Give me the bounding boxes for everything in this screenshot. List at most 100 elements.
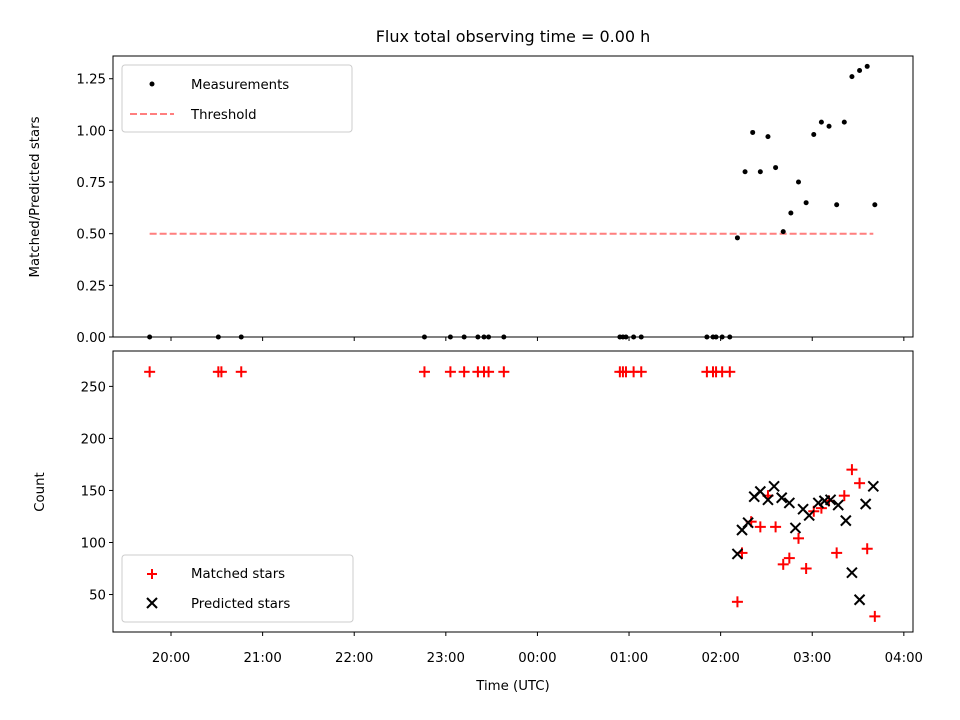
- bottom-y-tick-label: 150: [81, 484, 106, 499]
- measurement-point: [773, 165, 779, 171]
- matched-star-point: [869, 610, 881, 622]
- x-tick-label: 21:00: [243, 651, 281, 666]
- x-tick-label: 01:00: [610, 651, 648, 666]
- matched-star-point: [770, 521, 782, 533]
- legend-predicted-label: Predicted stars: [191, 597, 290, 612]
- top-y-tick-label: 0.50: [76, 228, 106, 243]
- top-axes-frame: [112, 55, 914, 338]
- legend-matched-label: Matched stars: [191, 567, 285, 582]
- measurement-point: [788, 210, 794, 216]
- top-axes: 0.00 0.25 0.50 0.75 1.00 1.25 Matched/Predict…: [28, 55, 914, 346]
- measurement-point: [857, 67, 863, 73]
- matched-star-point: [754, 521, 766, 533]
- bottom-axes: 50 100 150 200 250 20:00 21:00 22:00 23:00 00:00…: [33, 350, 923, 694]
- x-tick-label: 20:00: [152, 651, 190, 666]
- matched-star-point: [861, 543, 873, 555]
- measurement-point: [803, 200, 809, 206]
- x-tick-label: 22:00: [335, 651, 373, 666]
- measurement-point: [742, 169, 748, 175]
- top-y-tick-label: 0.25: [76, 279, 106, 294]
- predicted-star-point: [846, 566, 858, 579]
- matched-star-point: [792, 532, 804, 544]
- measurement-point: [872, 202, 878, 208]
- bottom-legend-box: [121, 554, 354, 623]
- matched-star-point: [458, 366, 470, 378]
- legend-threshold-label: Threshold: [190, 108, 257, 123]
- predicted-star-point: [762, 494, 774, 506]
- measurement-point: [818, 119, 824, 125]
- predicted-star-point: [783, 497, 796, 509]
- bottom-y-tick-label: 200: [81, 432, 106, 447]
- measurement-point: [780, 229, 786, 235]
- x-tick-label: 23:00: [427, 651, 465, 666]
- x-axis-label: Time (UTC): [475, 679, 550, 694]
- top-y-ticks: 0.00 0.25 0.50 0.75 1.00 1.25: [76, 73, 113, 346]
- matched-star-point: [800, 563, 812, 575]
- matched-star-point: [635, 366, 647, 378]
- bottom-legend: Matched stars Predicted stars: [121, 554, 354, 623]
- bottom-axes-frame: [112, 350, 914, 633]
- matched-star-point: [444, 366, 456, 378]
- predicted-star-point: [768, 480, 780, 493]
- top-x-ticks: [170, 337, 905, 341]
- predicted-star-point: [803, 509, 815, 522]
- predicted-star-point: [853, 594, 866, 606]
- matched-star-point: [838, 490, 850, 502]
- predicted-star-point: [789, 522, 802, 534]
- chart-title: Flux total observing time = 0.00 h: [376, 27, 651, 46]
- predicted-star-point: [812, 497, 825, 509]
- top-y-tick-label: 1.00: [76, 124, 106, 139]
- matched-star-point: [498, 366, 510, 378]
- bottom-y-axis-label: Count: [33, 472, 48, 512]
- measurement-point: [765, 134, 771, 140]
- matched-star-point: [783, 552, 795, 564]
- legend-matched-marker: [147, 569, 157, 579]
- predicted-stars-points: [731, 480, 880, 606]
- predicted-star-point: [775, 492, 788, 504]
- bottom-y-tick-label: 50: [89, 589, 106, 604]
- measurement-point: [734, 235, 740, 241]
- bottom-y-tick-label: 250: [81, 380, 106, 395]
- bottom-y-ticks: 50 100 150 200 250: [81, 380, 113, 604]
- top-y-tick-label: 0.00: [76, 331, 106, 346]
- matched-star-point: [731, 596, 743, 608]
- predicted-star-point: [832, 499, 844, 511]
- matched-stars-points: [144, 366, 881, 622]
- measurement-point: [834, 202, 840, 208]
- measurement-point: [795, 179, 801, 185]
- bottom-x-ticks: 20:00 21:00 22:00 23:00 00:00 01:00 02:00 03:00…: [152, 632, 923, 666]
- legend-measurements-label: Measurements: [191, 78, 289, 93]
- matched-star-point: [215, 366, 227, 378]
- matched-star-point: [777, 558, 789, 570]
- x-tick-label: 03:00: [793, 651, 831, 666]
- predicted-star-point: [840, 514, 852, 527]
- matched-star-point: [831, 547, 843, 559]
- matched-star-point: [846, 464, 858, 476]
- measurement-point: [750, 129, 756, 135]
- x-tick-label: 04:00: [885, 651, 923, 666]
- bottom-y-tick-label: 100: [81, 536, 106, 551]
- top-y-tick-label: 0.75: [76, 176, 106, 191]
- x-tick-label: 00:00: [518, 651, 556, 666]
- top-y-tick-label: 1.25: [76, 73, 106, 88]
- x-tick-label: 02:00: [701, 651, 739, 666]
- predicted-star-point: [859, 498, 872, 510]
- legend-predicted-marker: [146, 597, 158, 609]
- measurement-point: [757, 169, 763, 175]
- matched-star-point: [483, 366, 495, 378]
- matched-star-point: [235, 366, 247, 378]
- matched-star-point: [854, 477, 866, 489]
- top-legend-box: [121, 64, 353, 133]
- predicted-star-point: [824, 494, 837, 506]
- measurement-point: [841, 119, 847, 125]
- predicted-star-point: [731, 548, 744, 560]
- measurements-points: [147, 63, 878, 340]
- predicted-star-point: [867, 480, 880, 493]
- predicted-star-point: [742, 517, 754, 529]
- top-y-axis-label: Matched/Predicted stars: [28, 116, 43, 277]
- top-legend: Measurements Threshold: [121, 64, 353, 133]
- matched-star-point: [724, 366, 736, 378]
- measurement-point: [811, 132, 817, 138]
- legend-measurements-marker: [149, 81, 155, 87]
